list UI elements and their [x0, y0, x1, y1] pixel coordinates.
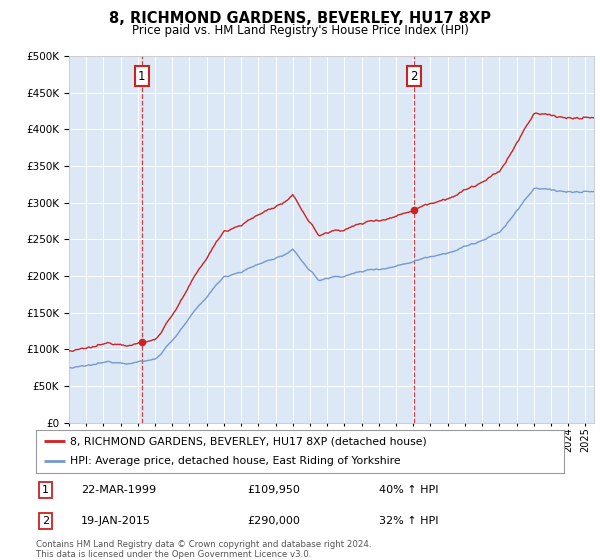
- Text: 8, RICHMOND GARDENS, BEVERLEY, HU17 8XP: 8, RICHMOND GARDENS, BEVERLEY, HU17 8XP: [109, 11, 491, 26]
- Text: 2: 2: [42, 516, 49, 526]
- Text: 22-MAR-1999: 22-MAR-1999: [81, 485, 156, 495]
- Text: £290,000: £290,000: [247, 516, 300, 526]
- Text: 19-JAN-2015: 19-JAN-2015: [81, 516, 151, 526]
- Text: 1: 1: [138, 69, 145, 83]
- Text: 8, RICHMOND GARDENS, BEVERLEY, HU17 8XP (detached house): 8, RICHMOND GARDENS, BEVERLEY, HU17 8XP …: [70, 436, 427, 446]
- Text: Price paid vs. HM Land Registry's House Price Index (HPI): Price paid vs. HM Land Registry's House …: [131, 24, 469, 36]
- Text: 40% ↑ HPI: 40% ↑ HPI: [379, 485, 439, 495]
- Text: 1: 1: [42, 485, 49, 495]
- Text: HPI: Average price, detached house, East Riding of Yorkshire: HPI: Average price, detached house, East…: [70, 456, 401, 466]
- Text: Contains HM Land Registry data © Crown copyright and database right 2024.
This d: Contains HM Land Registry data © Crown c…: [36, 540, 371, 559]
- Text: £109,950: £109,950: [247, 485, 300, 495]
- Text: 2: 2: [410, 69, 418, 83]
- Text: 32% ↑ HPI: 32% ↑ HPI: [379, 516, 439, 526]
